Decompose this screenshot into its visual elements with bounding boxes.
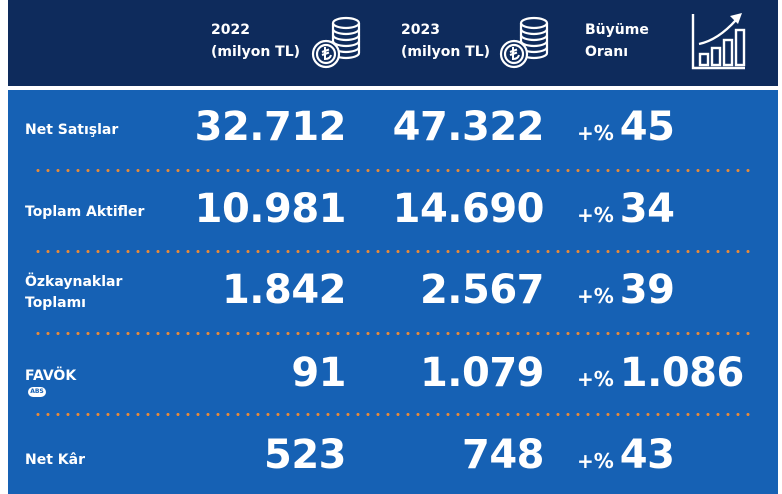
row-separator: [33, 169, 755, 172]
lira-coin-stack-icon: [311, 16, 361, 69]
growth-value: 1.086: [619, 350, 745, 396]
column-unit-2023: (milyon TL): [401, 44, 491, 60]
growth-prefix: +%: [577, 367, 614, 391]
value-2023-ebitda: 1.079: [419, 350, 545, 396]
abs-badge: ABS: [28, 387, 46, 397]
growth-prefix: +%: [577, 284, 614, 308]
growth-ebitda: +% 1.086: [577, 350, 744, 396]
column-year-2022: 2022: [211, 22, 250, 38]
column-unit-2022: (milyon TL): [211, 44, 301, 60]
value-2022-net-sales: 32.712: [194, 104, 347, 150]
growth-value: 34: [619, 186, 675, 232]
value-2022-total-assets: 10.981: [194, 186, 347, 232]
value-2022-total-equity: 1.842: [221, 267, 347, 313]
value-2023-net-profit: 748: [462, 432, 545, 478]
row-separator: [33, 332, 755, 335]
growth-prefix: +%: [577, 449, 614, 473]
value-2022-ebitda: 91: [291, 350, 346, 396]
growth-value: 43: [619, 432, 675, 478]
column-header-2022: 2022 (milyon TL): [211, 19, 300, 63]
growth-prefix: +%: [577, 203, 614, 227]
row-separator: [33, 250, 755, 253]
value-2022-net-profit: 523: [264, 432, 347, 478]
growth-total-assets: +% 34: [577, 186, 675, 232]
header-bar: [8, 0, 778, 86]
growth-header-line1: Büyüme: [585, 22, 649, 38]
row-label-net-profit: Net Kâr: [25, 452, 85, 468]
growth-total-equity: +% 39: [577, 267, 675, 313]
value-2023-net-sales: 47.322: [392, 104, 545, 150]
growth-net-profit: +% 43: [577, 432, 675, 478]
table-body: [8, 90, 778, 494]
lira-coin-stack-icon: [499, 16, 549, 69]
row-label-total-assets: Toplam Aktifler: [25, 204, 145, 220]
growth-header-line2: Oranı: [585, 44, 629, 60]
value-2023-total-assets: 14.690: [392, 186, 545, 232]
growth-prefix: +%: [577, 121, 614, 145]
value-2023-total-equity: 2.567: [419, 267, 545, 313]
growth-bar-chart-icon: [691, 13, 746, 70]
row-label-ebitda: FAVÖK ABS: [25, 368, 77, 397]
column-header-2023: 2023 (milyon TL): [401, 19, 490, 63]
row-label-total-equity: Özkaynaklar Toplamı: [25, 274, 123, 311]
row-label-net-sales: Net Satışlar: [25, 122, 119, 138]
row-separator: [33, 413, 755, 416]
growth-net-sales: +% 45: [577, 104, 675, 150]
column-header-growth: Büyüme Oranı: [585, 19, 649, 63]
growth-value: 39: [619, 267, 675, 313]
growth-value: 45: [619, 104, 675, 150]
column-year-2023: 2023: [401, 22, 440, 38]
